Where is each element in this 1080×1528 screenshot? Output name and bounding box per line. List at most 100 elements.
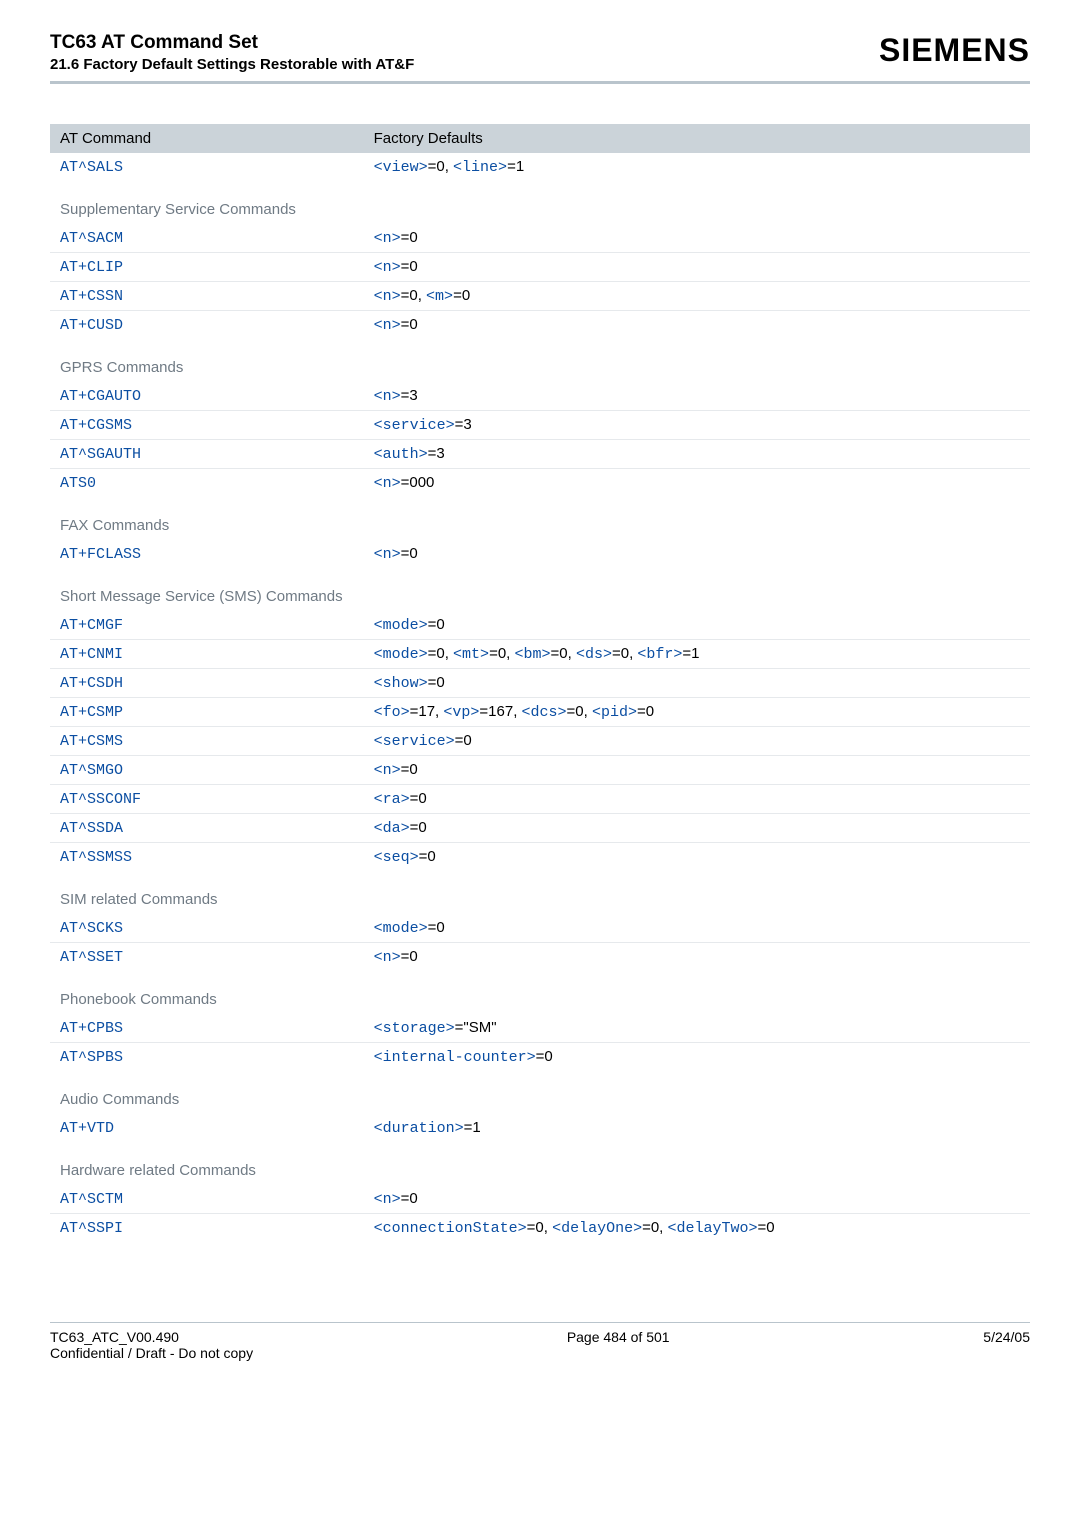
plain-text: =1 (464, 1119, 481, 1136)
command-cell: AT+CSSN (50, 282, 364, 311)
defaults-cell: <n>=0 (364, 540, 1030, 568)
command-cell: AT+CSMP (50, 698, 364, 727)
defaults-cell: <internal-counter>=0 (364, 1043, 1030, 1072)
param-link: <n> (374, 288, 401, 305)
command-link[interactable]: AT^SSMSS (60, 849, 132, 866)
footer-right: 5/24/05 (983, 1329, 1030, 1361)
defaults-cell: <connectionState>=0, <delayOne>=0, <dela… (364, 1214, 1030, 1243)
command-cell: AT+CUSD (50, 311, 364, 340)
param-link: <bfr> (637, 646, 682, 663)
plain-text: =0 (401, 761, 418, 778)
plain-text: =0 (428, 674, 445, 691)
plain-text: =0, (551, 645, 576, 662)
command-link[interactable]: AT+CGSMS (60, 417, 132, 434)
command-cell: AT^SSMSS (50, 843, 364, 872)
param-link: <n> (374, 230, 401, 247)
plain-text: =0 (536, 1048, 553, 1065)
table-row: AT^SSPI <connectionState>=0, <delayOne>=0… (50, 1214, 1030, 1243)
defaults-cell: <auth>=3 (364, 440, 1030, 469)
command-link[interactable]: AT+CNMI (60, 646, 123, 663)
command-link[interactable]: AT^SGAUTH (60, 446, 141, 463)
plain-text: =0, (428, 645, 453, 662)
command-link[interactable]: AT+CLIP (60, 259, 123, 276)
command-link[interactable]: AT^SALS (60, 159, 123, 176)
header-cell-command: AT Command (50, 124, 364, 153)
command-link[interactable]: AT^SMGO (60, 762, 123, 779)
param-link: <show> (374, 675, 428, 692)
defaults-cell: <n>=0 (364, 756, 1030, 785)
defaults-cell: <seq>=0 (364, 843, 1030, 872)
param-link: <delayTwo> (668, 1220, 758, 1237)
param-link: <n> (374, 546, 401, 563)
defaults-cell: <fo>=17, <vp>=167, <dcs>=0, <pid>=0 (364, 698, 1030, 727)
command-link[interactable]: AT+CSDH (60, 675, 123, 692)
command-cell: AT^SMGO (50, 756, 364, 785)
command-cell: AT+CPBS (50, 1014, 364, 1043)
command-cell: AT^SSET (50, 943, 364, 972)
footer-left-line2: Confidential / Draft - Do not copy (50, 1345, 253, 1361)
command-link[interactable]: AT^SSDA (60, 820, 123, 837)
plain-text: =0 (637, 703, 654, 720)
header-left: TC63 AT Command Set 21.6 Factory Default… (50, 32, 879, 73)
command-cell: AT^SSDA (50, 814, 364, 843)
command-link[interactable]: AT+CSSN (60, 288, 123, 305)
command-link[interactable]: AT+CSMP (60, 704, 123, 721)
plain-text: =0 (758, 1219, 775, 1236)
table-row: AT^SSCONF <ra>=0 (50, 785, 1030, 814)
command-link[interactable]: AT^SPBS (60, 1049, 123, 1066)
table-row: ATS0<n>=000 (50, 469, 1030, 498)
footer-mid: Page 484 of 501 (567, 1329, 670, 1361)
table-header-row: AT Command Factory Defaults (50, 124, 1030, 153)
command-link[interactable]: AT+VTD (60, 1120, 114, 1137)
defaults-cell: <da>=0 (364, 814, 1030, 843)
page-footer: TC63_ATC_V00.490 Confidential / Draft - … (50, 1329, 1030, 1361)
param-link: <service> (374, 733, 455, 750)
command-link[interactable]: AT+CGAUTO (60, 388, 141, 405)
command-link[interactable]: AT+CUSD (60, 317, 123, 334)
command-link[interactable]: AT+CMGF (60, 617, 123, 634)
defaults-cell: <n>=0 (364, 224, 1030, 253)
param-link: <pid> (592, 704, 637, 721)
command-link[interactable]: AT+CSMS (60, 733, 123, 750)
section-title: FAX Commands (50, 497, 1030, 540)
section-row: Audio Commands (50, 1071, 1030, 1114)
param-link: <n> (374, 475, 401, 492)
command-link[interactable]: AT^SSPI (60, 1220, 123, 1237)
defaults-cell: <n>=0 (364, 253, 1030, 282)
table-row: AT+CSMS<service>=0 (50, 727, 1030, 756)
plain-text: =0 (428, 616, 445, 633)
page-header: TC63 AT Command Set 21.6 Factory Default… (50, 32, 1030, 73)
param-link: <mode> (374, 920, 428, 937)
doc-subtitle: 21.6 Factory Default Settings Restorable… (50, 56, 879, 73)
command-link[interactable]: AT^SSCONF (60, 791, 141, 808)
plain-text: =3 (428, 445, 445, 462)
plain-text: =1 (682, 645, 699, 662)
command-cell: AT+CLIP (50, 253, 364, 282)
plain-text: =0 (401, 316, 418, 333)
param-link: <mt> (453, 646, 489, 663)
param-link: <ra> (374, 791, 410, 808)
table-row: AT^SCKS<mode>=0 (50, 914, 1030, 943)
command-link[interactable]: AT^SACM (60, 230, 123, 247)
command-link[interactable]: AT+CPBS (60, 1020, 123, 1037)
param-link: <m> (426, 288, 453, 305)
command-link[interactable]: AT^SCTM (60, 1191, 123, 1208)
command-link[interactable]: AT+FCLASS (60, 546, 141, 563)
command-link[interactable]: AT^SCKS (60, 920, 123, 937)
table-row: AT+CGAUTO<n>=3 (50, 382, 1030, 411)
section-title: Short Message Service (SMS) Commands (50, 568, 1030, 611)
table-row: AT^SPBS <internal-counter>=0 (50, 1043, 1030, 1072)
table-row: AT^SACM <n>=0 (50, 224, 1030, 253)
table-row: AT+CSMP <fo>=17, <vp>=167, <dcs>=0, <pid>… (50, 698, 1030, 727)
command-link[interactable]: ATS0 (60, 475, 96, 492)
param-link: <n> (374, 259, 401, 276)
table-row: AT+VTD<duration>=1 (50, 1114, 1030, 1142)
section-title: GPRS Commands (50, 339, 1030, 382)
defaults-cell: <ra>=0 (364, 785, 1030, 814)
table-row: AT+FCLASS <n>=0 (50, 540, 1030, 568)
table-row: AT+CMGF<mode>=0 (50, 611, 1030, 640)
plain-text: =167, (479, 703, 521, 720)
defaults-cell: <view>=0, <line>=1 (364, 153, 1030, 181)
param-link: <n> (374, 317, 401, 334)
command-link[interactable]: AT^SSET (60, 949, 123, 966)
